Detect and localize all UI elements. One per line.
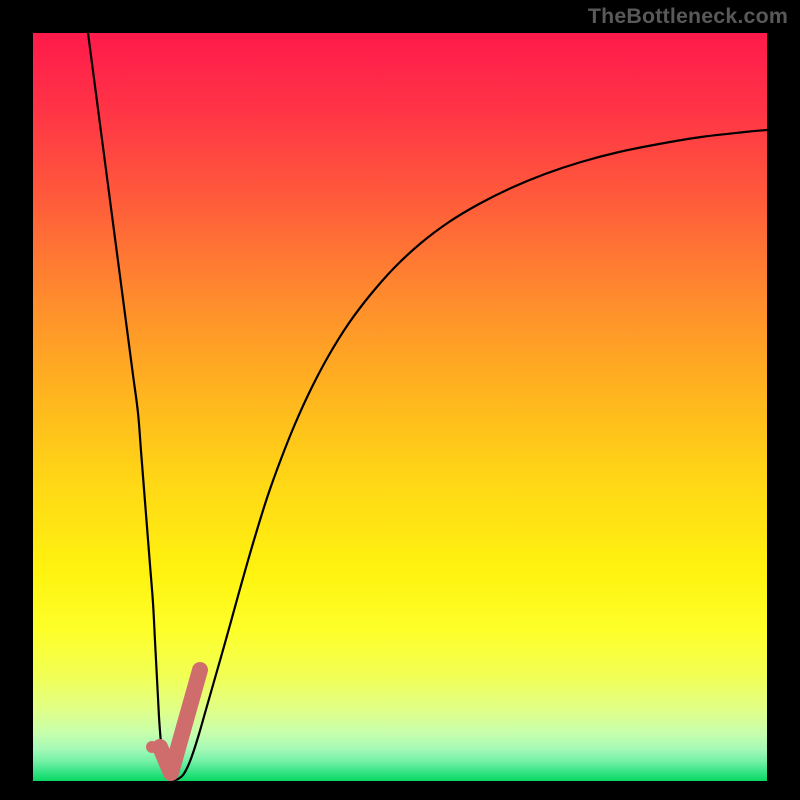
bottleneck-chart: [33, 33, 767, 781]
chart-container: TheBottleneck.com: [0, 0, 800, 800]
watermark-text: TheBottleneck.com: [588, 4, 788, 29]
optimum-marker-dot: [146, 741, 158, 753]
plot-area: [33, 33, 767, 781]
